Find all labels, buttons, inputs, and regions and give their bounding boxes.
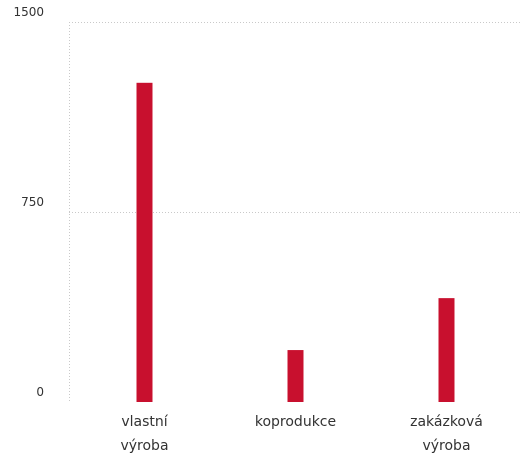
x-tick-label: zakázková výroba [410,414,483,453]
x-axis-tick-labels: vlastní výroba koprodukce zakázková výroba [120,414,483,454]
y-tick-label: 750 [21,195,44,209]
x-tick-label: vlastní výroba [120,414,168,453]
y-tick-label: 0 [36,385,44,399]
bar-0 [136,82,153,403]
bars [136,82,455,403]
bar-2 [438,298,455,402]
y-axis-tick-labels: 1500 750 0 [13,5,44,399]
y-tick-label: 1500 [13,5,44,19]
bar-1 [287,350,304,402]
x-tick-label: koprodukce [255,414,336,430]
